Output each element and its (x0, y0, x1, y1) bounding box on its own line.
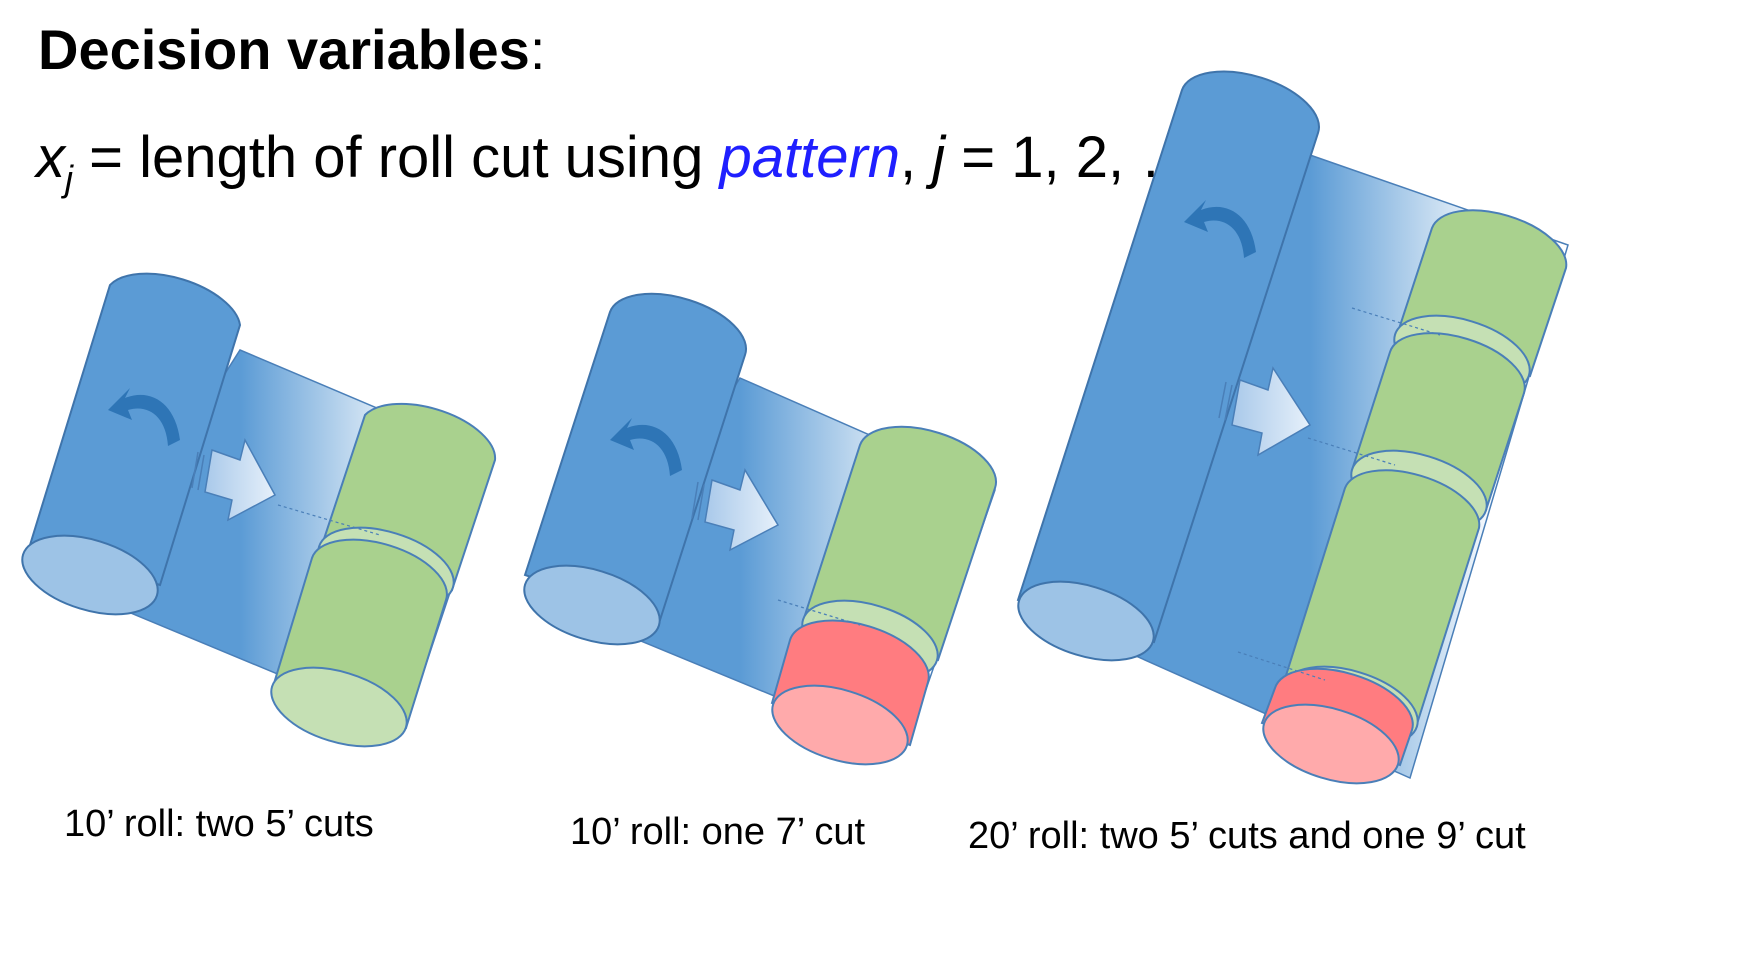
rotate-arrow-icon (1184, 200, 1256, 258)
formula-index: j (932, 125, 946, 190)
rotate-arrow-icon (610, 418, 682, 476)
formula-subscript: j (65, 158, 73, 199)
slide-title: Decision variables: (38, 14, 545, 86)
caption-pattern-3: 20’ roll: two 5’ cuts and one 9’ cut (968, 815, 1526, 857)
direction-arrow-icon (1218, 366, 1312, 457)
formula-text-1: = length of roll cut using (73, 125, 720, 190)
title-bold: Decision variables (38, 18, 530, 81)
source-roll (21, 272, 242, 616)
waste-piece (770, 619, 930, 766)
direction-arrow-icon (691, 468, 780, 552)
caption-pattern-2: 10’ roll: one 7’ cut (570, 811, 866, 853)
rotate-arrow-icon (108, 388, 180, 446)
pattern-1-diagram (21, 272, 497, 748)
title-colon: : (529, 18, 546, 81)
direction-arrow-icon (191, 437, 277, 522)
waste-piece (1260, 667, 1414, 785)
cut-line (777, 599, 861, 626)
caption-pattern-1: 10’ roll: two 5’ cuts (64, 803, 374, 845)
cut-piece-bottom (270, 538, 448, 748)
formula-text-2: , (900, 125, 933, 190)
source-roll (1016, 70, 1320, 662)
source-roll (523, 292, 748, 646)
pattern-2-diagram (523, 292, 998, 766)
formula-variable: x (36, 125, 65, 190)
pattern-3-diagram (1016, 70, 1569, 785)
decision-variable-definition: xj = length of roll cut using pattern, j… (36, 118, 1198, 219)
formula-pattern-word: pattern (719, 125, 901, 190)
